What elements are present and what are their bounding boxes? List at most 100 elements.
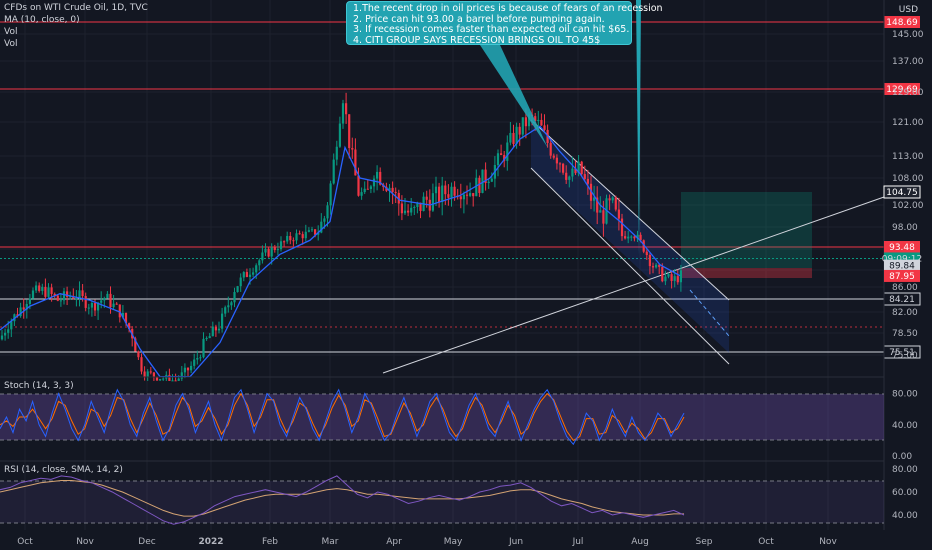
candle-body bbox=[255, 265, 258, 273]
candle-body bbox=[199, 357, 202, 359]
candle-body bbox=[617, 209, 620, 219]
candle-body bbox=[202, 338, 205, 358]
time-tick-label: Apr bbox=[386, 537, 402, 547]
candle-body bbox=[639, 234, 642, 241]
price-tick-label: 145.00 bbox=[892, 30, 924, 40]
price-label: 87.95 bbox=[889, 272, 915, 282]
rsi-legend[interactable]: RSI (14, close, SMA, 14, 2) bbox=[4, 465, 123, 475]
level-label: 148.69 bbox=[886, 18, 918, 28]
candle-body bbox=[50, 287, 53, 294]
candle-body bbox=[140, 357, 143, 372]
annotation-line-2: 2. Price can hit 93.00 a barrel before p… bbox=[353, 13, 605, 25]
candle-body bbox=[614, 197, 617, 210]
candle-body bbox=[453, 186, 456, 196]
candle-body bbox=[317, 232, 320, 235]
candle-body bbox=[580, 161, 583, 175]
annotation-line-1: 1.The recent drop in oil prices is becau… bbox=[353, 3, 663, 14]
channel-lower-line[interactable] bbox=[530, 167, 730, 365]
candle-body bbox=[310, 229, 314, 231]
candle-body bbox=[379, 171, 382, 185]
stoch-legend[interactable]: Stoch (14, 3, 3) bbox=[4, 381, 74, 391]
candle-body bbox=[487, 181, 490, 184]
candle-body bbox=[425, 196, 428, 200]
level-label-bg bbox=[884, 83, 920, 95]
candle-body bbox=[366, 188, 369, 190]
rsi-sma-line bbox=[0, 480, 684, 517]
candle-body bbox=[53, 293, 56, 296]
time-tick-label: Dec bbox=[138, 537, 155, 547]
price-label: 104.75 bbox=[886, 188, 918, 198]
candle-body bbox=[193, 359, 196, 366]
candle-body bbox=[679, 270, 682, 283]
candle-body bbox=[363, 188, 366, 193]
candle-body bbox=[279, 241, 283, 250]
candle-body bbox=[431, 193, 434, 211]
candle-body bbox=[75, 298, 78, 300]
candle-body bbox=[611, 197, 614, 201]
candle-body bbox=[351, 148, 354, 150]
long-position-stop-zone[interactable] bbox=[681, 268, 812, 278]
candle-body bbox=[93, 302, 97, 311]
candle-body bbox=[41, 286, 44, 291]
candle-body bbox=[388, 187, 391, 191]
candle-body bbox=[155, 376, 159, 381]
vol-legend-2[interactable]: Vol bbox=[4, 39, 18, 49]
price-tick-label: 86.00 bbox=[892, 283, 918, 293]
candle-body bbox=[69, 296, 72, 298]
candle-body bbox=[81, 290, 84, 297]
candle-body bbox=[134, 338, 137, 352]
candle-body bbox=[345, 103, 348, 115]
candle-body bbox=[636, 234, 639, 239]
time-tick-label: Jul bbox=[572, 537, 584, 547]
currency-label[interactable]: USD bbox=[898, 5, 918, 15]
candle-body bbox=[642, 240, 645, 252]
candle-body bbox=[248, 274, 252, 277]
candle-body bbox=[242, 272, 245, 278]
candle-body bbox=[44, 286, 47, 297]
candle-body bbox=[72, 296, 75, 299]
candle-body bbox=[596, 197, 599, 213]
candle-body bbox=[648, 255, 651, 267]
ma-legend[interactable]: MA (10, close, 0) bbox=[4, 15, 80, 25]
candle-body bbox=[540, 119, 543, 126]
time-tick-label: Nov bbox=[819, 537, 837, 547]
price-label-bg bbox=[883, 185, 921, 199]
time-axis[interactable]: Oct Nov Dec 2022 Feb Mar Apr May Jun Jul Aug Sep Oct… bbox=[17, 537, 837, 547]
candle-body bbox=[121, 312, 124, 318]
price-label: 93.48 bbox=[889, 243, 915, 253]
time-tick-label: 2022 bbox=[198, 537, 223, 547]
candle-body bbox=[661, 266, 664, 282]
candle-body bbox=[205, 338, 208, 340]
symbol-title[interactable]: CFDs on WTI Crude Oil, 1D, TVC bbox=[4, 3, 148, 13]
rsi-band bbox=[0, 481, 884, 523]
candle-body bbox=[4, 332, 7, 336]
candle-body bbox=[627, 236, 630, 239]
candle-body bbox=[369, 186, 372, 189]
rising-trend-line[interactable] bbox=[382, 196, 885, 374]
vol-legend-1[interactable]: Vol bbox=[4, 27, 18, 37]
long-position-profit-zone[interactable] bbox=[681, 192, 812, 268]
candle-body bbox=[565, 172, 568, 180]
candle-body bbox=[78, 290, 81, 299]
candle-body bbox=[434, 186, 438, 194]
annotation-callout[interactable]: 1.The recent drop in oil prices is becau… bbox=[346, 1, 663, 45]
candle-body bbox=[655, 264, 658, 268]
candle-body bbox=[534, 116, 537, 122]
candle-body bbox=[177, 378, 180, 381]
candle-body bbox=[407, 210, 410, 213]
candle-body bbox=[537, 119, 540, 122]
rsi-tick-label: 40.00 bbox=[892, 511, 918, 521]
channel-upper-line[interactable] bbox=[530, 119, 730, 301]
price-tick-label: 137.00 bbox=[892, 57, 924, 67]
candle-body bbox=[589, 183, 593, 201]
candle-body bbox=[90, 302, 93, 308]
candle-body bbox=[527, 114, 531, 127]
candle-body bbox=[162, 378, 165, 380]
candle-body bbox=[106, 293, 109, 299]
time-tick-label: May bbox=[444, 537, 463, 547]
indicator-axis: 80.00 40.00 0.00 80.00 60.00 40.00 bbox=[892, 390, 918, 521]
candle-body bbox=[599, 210, 602, 213]
candle-body bbox=[252, 272, 255, 275]
